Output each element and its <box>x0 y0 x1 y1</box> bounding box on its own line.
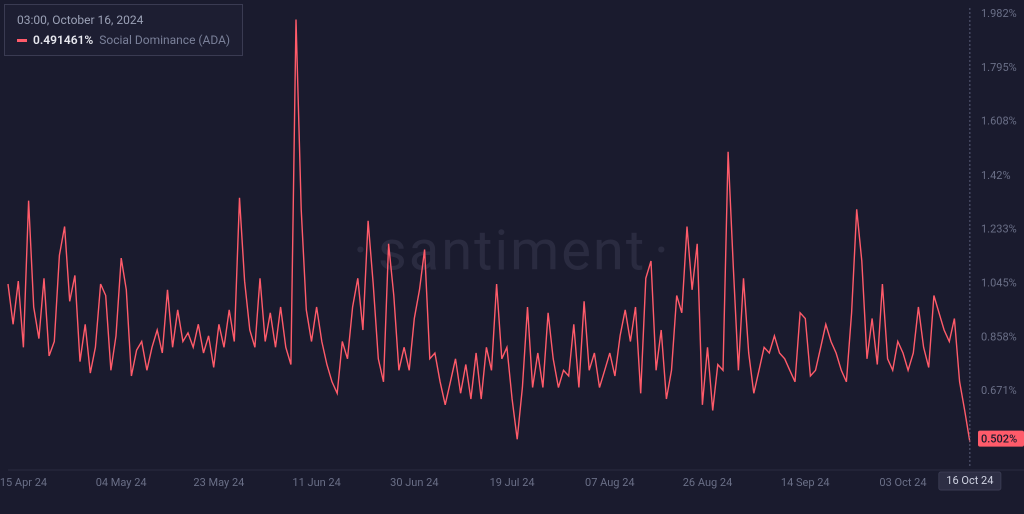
legend-box: 03:00, October 16, 2024 0.491461% Social… <box>4 4 243 56</box>
legend-timestamp: 03:00, October 16, 2024 <box>17 13 230 27</box>
svg-text:1.982%: 1.982% <box>981 7 1017 20</box>
svg-text:16 Oct 24: 16 Oct 24 <box>946 474 993 487</box>
svg-text:0.671%: 0.671% <box>981 384 1017 397</box>
chart-container: santiment 03:00, October 16, 2024 0.4914… <box>0 0 1024 514</box>
svg-text:0.502%: 0.502% <box>981 433 1017 446</box>
legend-swatch <box>17 39 27 42</box>
svg-text:30 Jun 24: 30 Jun 24 <box>390 476 438 489</box>
svg-text:14 Sep 24: 14 Sep 24 <box>781 476 830 489</box>
svg-text:1.045%: 1.045% <box>981 277 1017 290</box>
legend-series-row: 0.491461% Social Dominance (ADA) <box>17 33 230 47</box>
svg-text:04 May 24: 04 May 24 <box>96 476 147 489</box>
line-chart[interactable]: 1.982% 1.795% 1.608% 1.42% 1.233% 1.045% 0.858… <box>0 0 1024 514</box>
svg-text:15 Apr 24: 15 Apr 24 <box>0 476 47 489</box>
svg-text:07 Aug 24: 07 Aug 24 <box>585 476 635 489</box>
svg-text:19 Jul 24: 19 Jul 24 <box>490 476 535 489</box>
svg-text:1.42%: 1.42% <box>981 169 1011 182</box>
y-highlight-label: 0.502% <box>978 431 1024 447</box>
svg-text:03 Oct 24: 03 Oct 24 <box>879 476 926 489</box>
y-axis-ticks: 1.982% 1.795% 1.608% 1.42% 1.233% 1.045% 0.858… <box>981 7 1017 397</box>
x-axis-ticks: 15 Apr 24 04 May 24 23 May 24 11 Jun 24 30 J… <box>0 476 994 489</box>
svg-text:1.608%: 1.608% <box>981 115 1017 128</box>
x-highlight-label: 16 Oct 24 <box>939 472 1001 490</box>
svg-text:1.795%: 1.795% <box>981 61 1017 74</box>
legend-series-label: Social Dominance (ADA) <box>99 33 230 47</box>
series-line <box>8 20 970 443</box>
legend-series-value: 0.491461% <box>33 33 93 47</box>
svg-text:23 May 24: 23 May 24 <box>193 476 244 489</box>
svg-text:11 Jun 24: 11 Jun 24 <box>292 476 340 489</box>
svg-text:1.233%: 1.233% <box>981 223 1017 236</box>
svg-text:0.858%: 0.858% <box>981 330 1017 343</box>
svg-text:26 Aug 24: 26 Aug 24 <box>683 476 733 489</box>
